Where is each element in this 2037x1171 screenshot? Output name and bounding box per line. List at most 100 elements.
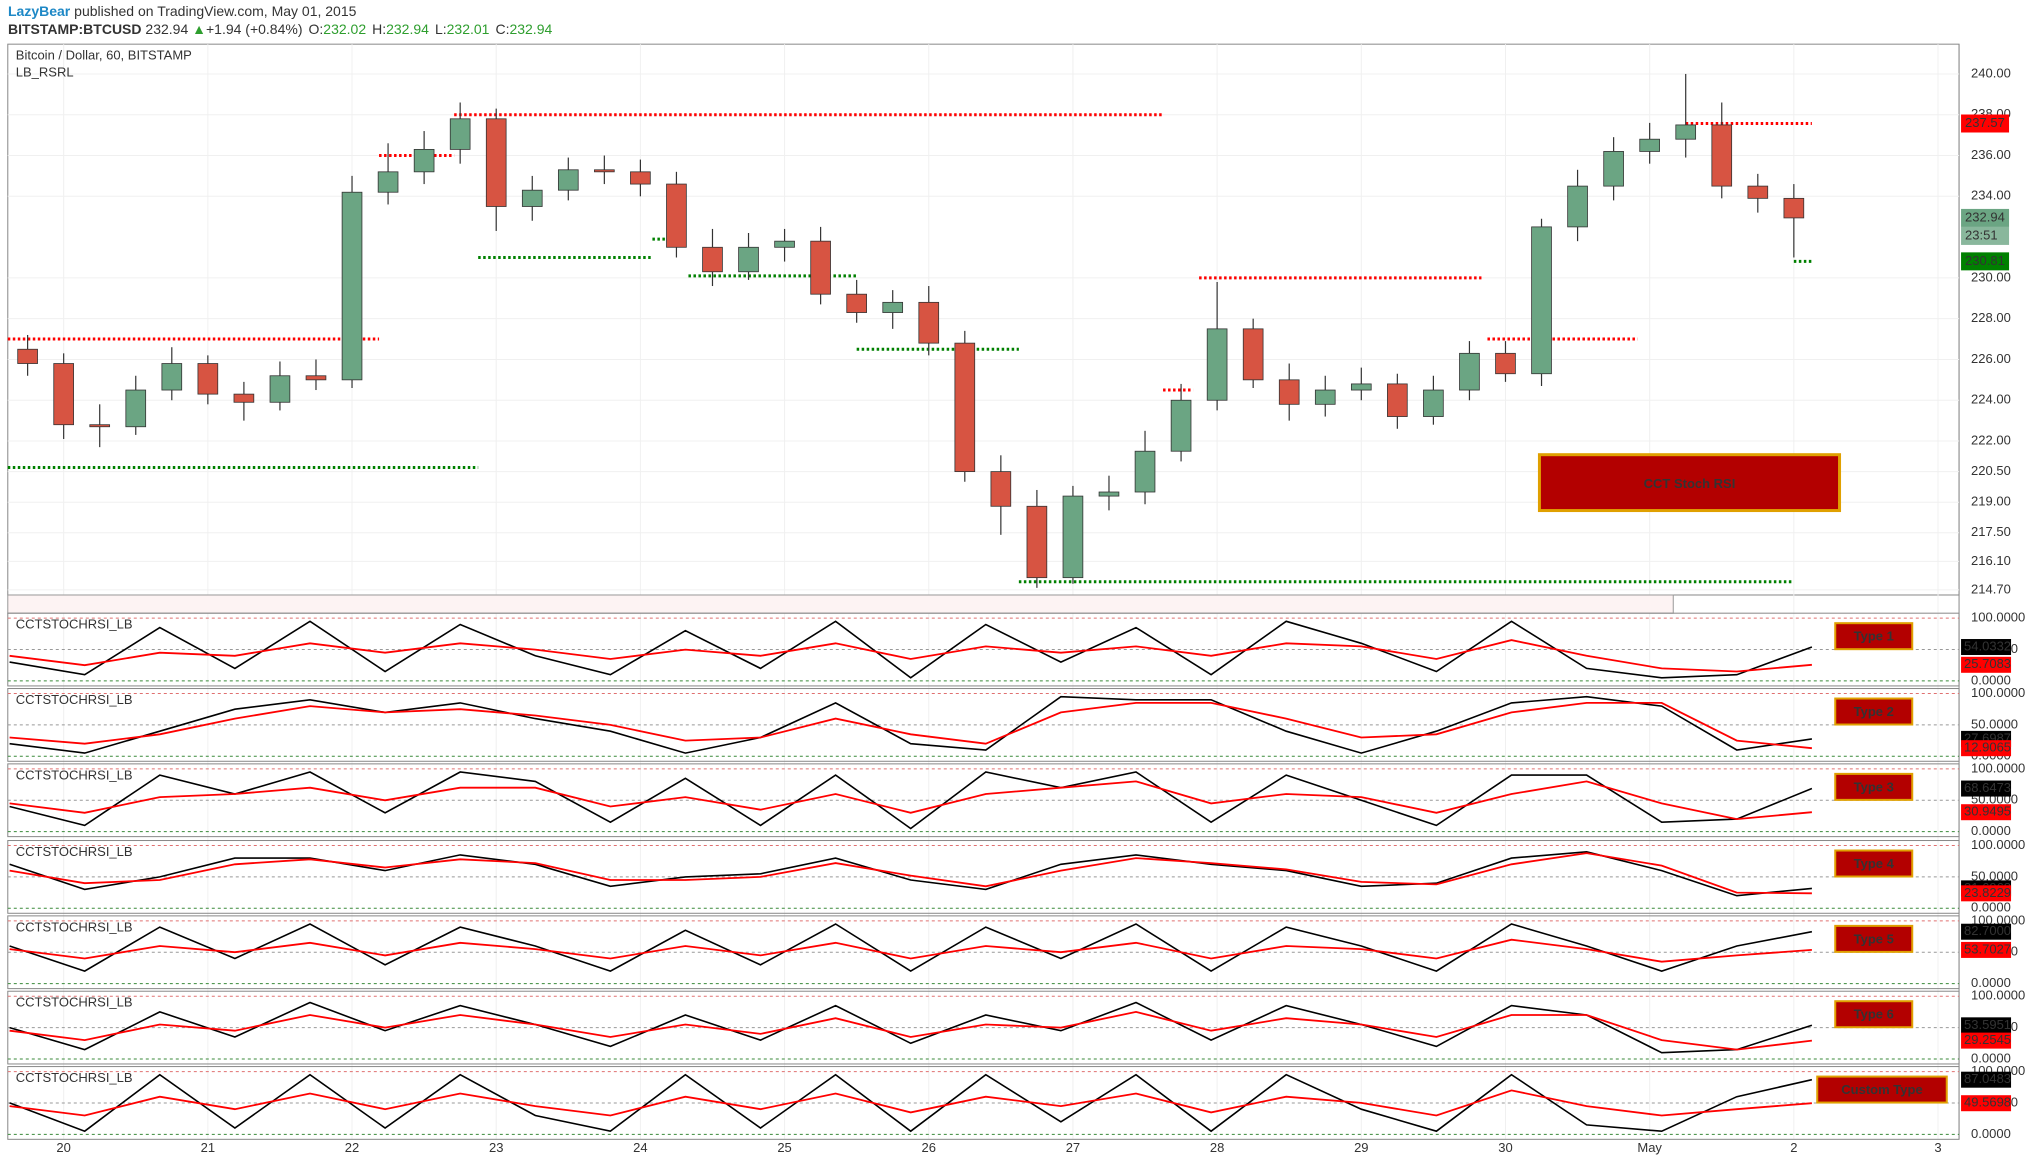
last-value-label: 29.2545 xyxy=(1964,1032,2011,1047)
candle-body xyxy=(630,171,651,185)
price-label: 232.94 xyxy=(1965,209,2005,224)
last-value-box xyxy=(1961,923,2012,940)
candle-body xyxy=(1747,185,1769,199)
oscillator-line xyxy=(9,1089,1812,1117)
type-label: Type 4 xyxy=(1854,856,1895,871)
candle-body xyxy=(882,301,904,313)
x-tick-label: 30 xyxy=(1498,1140,1512,1155)
x-tick-label: 25 xyxy=(777,1140,791,1155)
candle-body xyxy=(1495,352,1516,375)
last-value-box xyxy=(1961,656,2012,673)
last-value-box xyxy=(1961,804,2012,821)
x-tick-label: 22 xyxy=(345,1140,359,1155)
last-value-label: 53.7027 xyxy=(1964,941,2011,956)
candle-body xyxy=(269,375,291,403)
chart-title: Bitcoin / Dollar, 60, BITSTAMP xyxy=(16,48,192,63)
oscillator-line xyxy=(9,780,1812,821)
last-value-label: 68.6473 xyxy=(1964,780,2011,795)
panel-tick-label: 100.0000 xyxy=(1971,837,2025,852)
x-tick-label: May xyxy=(1637,1140,1662,1155)
type-label-box xyxy=(1834,622,1914,651)
panel-tick-label: 100.0000 xyxy=(1971,912,2025,927)
price-label-box xyxy=(1961,208,2010,227)
lower-strip xyxy=(7,594,1674,614)
last-value-label: 82.7000 xyxy=(1964,923,2011,938)
last-value-label: 53.5951 xyxy=(1964,1017,2011,1032)
candle-body xyxy=(449,118,471,150)
panel-name: CCTSTOCHRSI_LB xyxy=(16,767,133,782)
chart-subtitle: LB_RSRL xyxy=(16,65,74,80)
ohlc-key: H: xyxy=(372,21,386,37)
candle-body xyxy=(17,348,38,364)
candle-body xyxy=(594,169,615,173)
candle-body xyxy=(1639,138,1660,152)
y-tick-label: 236.00 xyxy=(1971,147,2011,162)
panel-tick-label: 0.0000 xyxy=(1971,900,2011,915)
timer-label: 23:51 xyxy=(1965,227,1998,242)
candle-body xyxy=(1567,185,1588,228)
candle-body xyxy=(557,169,579,191)
type-label-box xyxy=(1834,849,1914,878)
oscillator-line xyxy=(9,620,1813,679)
oscillator-line xyxy=(9,771,1813,830)
ohlc-value: 232.02 xyxy=(323,21,366,37)
badge-box xyxy=(1537,453,1842,513)
ohlc-key: L: xyxy=(435,21,447,37)
candle-body xyxy=(233,393,255,403)
last-value-box xyxy=(1961,639,2012,656)
ohlc-value: 232.94 xyxy=(386,21,429,37)
candle-body xyxy=(774,240,795,248)
last-value-label: 12.9065 xyxy=(1964,740,2011,755)
type-label: Type 3 xyxy=(1854,779,1894,794)
candle-body xyxy=(341,191,363,381)
type-label-box xyxy=(1834,772,1914,801)
x-tick-label: 3 xyxy=(1934,1140,1941,1155)
x-tick-label: 21 xyxy=(201,1140,215,1155)
candle-body xyxy=(1783,197,1805,219)
x-tick-label: 23 xyxy=(489,1140,503,1155)
panel-tick-label: 0.0000 xyxy=(1971,672,2011,687)
published: published on TradingView.com, May 01, 20… xyxy=(74,3,356,19)
candle-body xyxy=(1026,505,1048,579)
candle-body xyxy=(1459,352,1480,391)
header-line-2: BITSTAMP:BTCUSD 232.94 ▲+1.94 (+0.84%) O:… xyxy=(8,21,552,37)
x-tick-label: 28 xyxy=(1210,1140,1224,1155)
oscillator-line xyxy=(9,695,1813,754)
y-tick-label: 217.50 xyxy=(1971,524,2011,539)
panel-tick-label: 50.0000 xyxy=(1971,716,2018,731)
last-value-box xyxy=(1961,1017,2012,1034)
oscillator-line xyxy=(9,938,1812,963)
candle-body xyxy=(954,342,976,473)
panel-tick-label: 0.0000 xyxy=(1971,1126,2011,1141)
candle-body xyxy=(1603,151,1624,187)
last-value-label: 87.0483 xyxy=(1964,1071,2011,1086)
candle-body xyxy=(125,389,147,428)
arrow: ▲ xyxy=(192,21,206,37)
panel-tick-label: 100.0000 xyxy=(1971,685,2025,700)
candle-body xyxy=(89,424,111,428)
panel-tick-label: 0.0000 xyxy=(1971,975,2011,990)
candle-body xyxy=(1098,491,1120,497)
oscillator-line xyxy=(9,1073,1813,1133)
candle-body xyxy=(1711,124,1733,187)
oscillator-line xyxy=(9,1001,1813,1054)
type-label: Custom Type xyxy=(1841,1082,1922,1097)
candle-body xyxy=(1423,389,1444,417)
type-label-box xyxy=(1834,697,1914,726)
change: +1.94 (+0.84%) xyxy=(206,21,303,37)
y-tick-label: 216.10 xyxy=(1971,553,2011,568)
y-tick-label: 214.70 xyxy=(1971,581,2011,596)
candle-body xyxy=(1675,124,1697,140)
timer-box xyxy=(1961,226,2010,245)
x-tick-label: 20 xyxy=(56,1140,70,1155)
last-value-box xyxy=(1961,1095,2012,1112)
y-tick-label: 240.00 xyxy=(1971,65,2011,80)
candle-body xyxy=(738,246,759,273)
panel-tick-label: 100.0000 xyxy=(1971,610,2025,625)
price-label-box xyxy=(1961,114,2010,133)
type-label-box xyxy=(1816,1075,1948,1104)
type-label: Type 5 xyxy=(1854,931,1894,946)
